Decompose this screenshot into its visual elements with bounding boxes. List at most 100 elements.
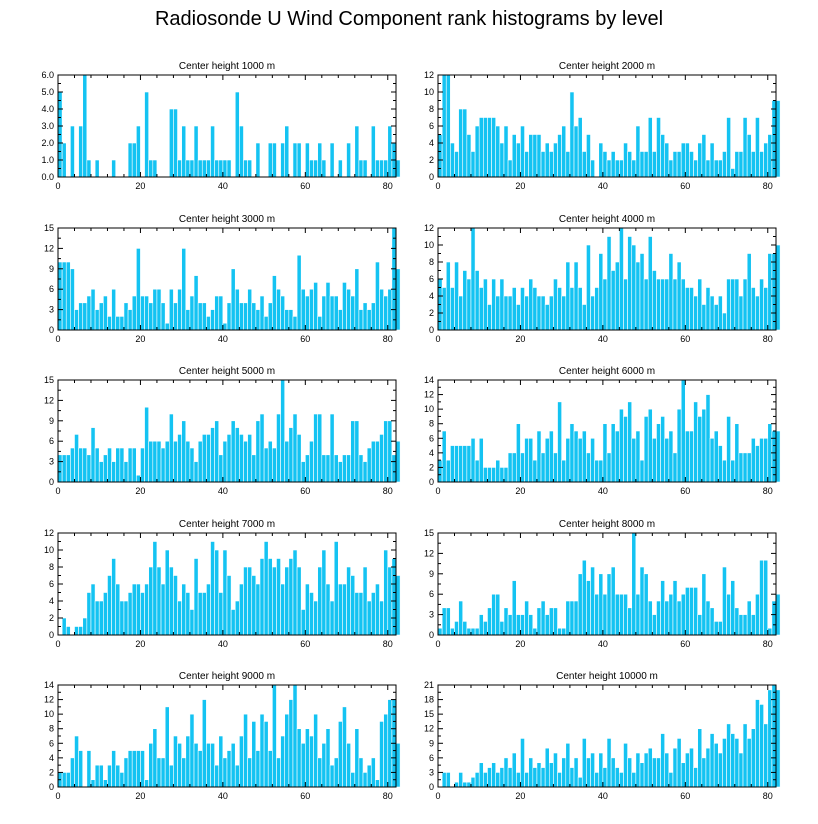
histogram-bar <box>189 159 195 178</box>
histogram-bar <box>65 261 71 331</box>
histogram-bar <box>524 295 529 331</box>
x-tick-label: 80 <box>383 791 393 801</box>
histogram-bar <box>606 159 612 178</box>
histogram-bar <box>450 627 455 636</box>
histogram-bar <box>193 742 199 788</box>
histogram-bar <box>61 772 67 788</box>
histogram-bar <box>189 713 195 788</box>
histogram-bar <box>74 309 79 331</box>
panel-title: Center height 7000 m <box>179 519 275 530</box>
histogram-bar <box>544 304 550 331</box>
histogram-bar <box>206 583 211 636</box>
histogram-bar <box>337 583 343 636</box>
x-tick-label: 40 <box>598 486 608 496</box>
y-tick-label: 6 <box>429 274 434 284</box>
x-tick-label: 20 <box>515 334 525 344</box>
histogram-bar <box>742 614 748 636</box>
histogram-bar <box>454 621 459 636</box>
histogram-bar <box>693 767 698 788</box>
histogram-bar <box>152 728 158 788</box>
histogram-bar <box>462 108 468 178</box>
histogram-bar <box>296 142 302 178</box>
histogram-bar <box>173 108 178 178</box>
histogram-bar <box>65 454 71 483</box>
histogram-bar <box>660 733 666 788</box>
histogram-bar <box>672 151 678 178</box>
histogram-bar <box>148 742 154 788</box>
histogram-bar <box>656 757 661 788</box>
histogram-bar <box>247 566 253 636</box>
histogram-bar <box>709 295 715 331</box>
x-tick-label: 80 <box>383 334 393 344</box>
histogram-bar <box>358 454 364 483</box>
histogram-bar <box>569 91 575 178</box>
histogram-bar <box>750 287 756 331</box>
histogram-bar <box>499 142 505 178</box>
histogram-bar <box>713 430 719 483</box>
x-tick-label: 40 <box>598 639 608 649</box>
histogram-bar <box>214 549 220 636</box>
histogram-bar <box>346 142 351 178</box>
x-tick-label: 0 <box>55 334 60 344</box>
histogram-bar <box>606 452 612 483</box>
histogram-bar <box>337 721 343 788</box>
histogram-bar <box>98 461 104 483</box>
histogram-bar <box>680 278 686 331</box>
panel-title: Center height 8000 m <box>559 519 655 530</box>
histogram-bar <box>680 593 686 636</box>
x-tick-label: 40 <box>218 334 228 344</box>
histogram-bar <box>561 125 567 178</box>
histogram-bar <box>450 142 455 178</box>
histogram-bar <box>499 467 505 483</box>
histogram-bar <box>107 764 112 788</box>
histogram-bar <box>470 627 476 636</box>
histogram-bar <box>499 767 505 788</box>
histogram-bar <box>516 423 521 483</box>
histogram-bar <box>466 134 472 178</box>
histogram-bar <box>635 593 641 636</box>
y-tick-label: 12 <box>44 528 54 538</box>
histogram-bar <box>483 467 488 483</box>
histogram-bar <box>317 413 323 483</box>
panel-title: Center height 9000 m <box>179 671 275 682</box>
histogram-bar <box>309 735 314 788</box>
histogram-bar <box>127 592 133 636</box>
histogram-bar <box>771 253 777 331</box>
histogram-bar <box>639 253 645 331</box>
histogram-bar <box>557 401 562 483</box>
histogram-bar <box>214 764 220 788</box>
histogram-bar <box>573 757 579 788</box>
histogram-bar <box>300 461 306 483</box>
histogram-bar <box>483 621 488 636</box>
histogram-bar <box>623 593 628 636</box>
histogram-bar <box>775 593 781 636</box>
histogram-bar <box>516 142 521 178</box>
histogram-bar <box>750 728 756 788</box>
histogram-bar <box>173 302 178 331</box>
histogram-bar <box>86 159 92 178</box>
histogram-bar <box>140 592 145 636</box>
histogram-bar <box>160 302 166 331</box>
histogram-bar <box>395 268 401 331</box>
histogram-bar <box>462 445 468 483</box>
histogram-bar <box>507 159 513 178</box>
histogram-bar <box>362 461 368 483</box>
histogram-bar <box>623 416 628 483</box>
histogram-bar <box>730 459 736 483</box>
histogram-bar <box>680 762 686 788</box>
histogram-bar <box>606 573 612 636</box>
histogram-bar <box>726 416 731 483</box>
histogram-bar <box>717 752 723 788</box>
histogram-bar <box>210 125 215 178</box>
histogram-bar <box>610 757 616 788</box>
histogram-bar <box>643 573 649 636</box>
histogram-bar <box>466 278 472 331</box>
histogram-bar <box>140 295 145 331</box>
histogram-bar <box>325 282 331 331</box>
x-tick-label: 60 <box>300 639 310 649</box>
y-tick-label: 15 <box>44 375 54 385</box>
histogram-bar <box>280 295 286 331</box>
histogram-bar <box>358 757 364 788</box>
histogram-bar <box>557 772 562 788</box>
histogram-bar <box>623 278 628 331</box>
